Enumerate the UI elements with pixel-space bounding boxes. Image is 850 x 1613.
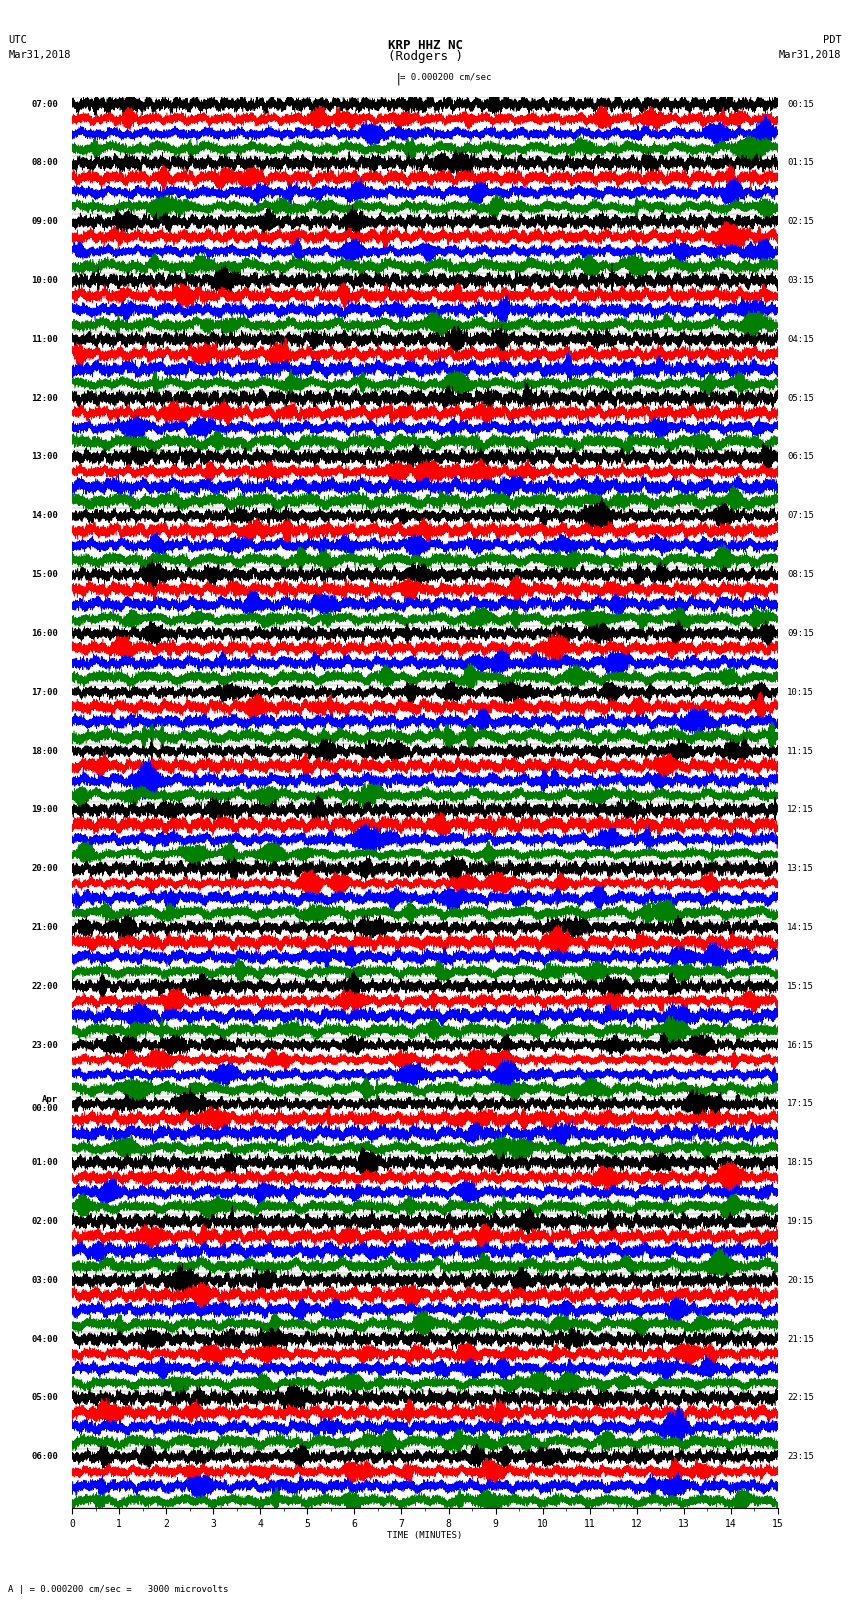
Text: 12:00: 12:00 bbox=[31, 394, 58, 403]
Text: 08:00: 08:00 bbox=[31, 158, 58, 168]
Text: 22:00: 22:00 bbox=[31, 982, 58, 990]
Text: = 0.000200 cm/sec: = 0.000200 cm/sec bbox=[400, 73, 490, 82]
Text: 23:00: 23:00 bbox=[31, 1040, 58, 1050]
Text: 16:00: 16:00 bbox=[31, 629, 58, 637]
Text: 00:00: 00:00 bbox=[31, 1103, 58, 1113]
Text: 07:00: 07:00 bbox=[31, 100, 58, 108]
Text: 07:15: 07:15 bbox=[787, 511, 814, 521]
Text: 09:00: 09:00 bbox=[31, 218, 58, 226]
Text: 05:00: 05:00 bbox=[31, 1394, 58, 1402]
Text: 06:00: 06:00 bbox=[31, 1452, 58, 1461]
Text: 08:15: 08:15 bbox=[787, 569, 814, 579]
Text: Mar31,2018: Mar31,2018 bbox=[8, 50, 71, 60]
Text: Mar31,2018: Mar31,2018 bbox=[779, 50, 842, 60]
Text: 13:15: 13:15 bbox=[787, 865, 814, 873]
Text: 12:15: 12:15 bbox=[787, 805, 814, 815]
Text: 11:00: 11:00 bbox=[31, 336, 58, 344]
Text: 21:00: 21:00 bbox=[31, 923, 58, 932]
Text: Apr: Apr bbox=[42, 1095, 58, 1103]
Text: 22:15: 22:15 bbox=[787, 1394, 814, 1402]
Text: (Rodgers ): (Rodgers ) bbox=[388, 50, 462, 63]
Text: 10:15: 10:15 bbox=[787, 687, 814, 697]
Text: 01:15: 01:15 bbox=[787, 158, 814, 168]
Text: 20:00: 20:00 bbox=[31, 865, 58, 873]
Text: 23:15: 23:15 bbox=[787, 1452, 814, 1461]
Text: 17:00: 17:00 bbox=[31, 687, 58, 697]
Text: UTC: UTC bbox=[8, 35, 27, 45]
Text: 02:00: 02:00 bbox=[31, 1216, 58, 1226]
Text: 19:15: 19:15 bbox=[787, 1216, 814, 1226]
Text: 20:15: 20:15 bbox=[787, 1276, 814, 1286]
Text: 18:15: 18:15 bbox=[787, 1158, 814, 1168]
Text: 15:15: 15:15 bbox=[787, 982, 814, 990]
Text: 03:00: 03:00 bbox=[31, 1276, 58, 1286]
Text: 10:00: 10:00 bbox=[31, 276, 58, 286]
Text: 14:15: 14:15 bbox=[787, 923, 814, 932]
Text: PDT: PDT bbox=[823, 35, 842, 45]
Text: 09:15: 09:15 bbox=[787, 629, 814, 637]
Text: A | = 0.000200 cm/sec =   3000 microvolts: A | = 0.000200 cm/sec = 3000 microvolts bbox=[8, 1584, 229, 1594]
Text: 04:00: 04:00 bbox=[31, 1334, 58, 1344]
Text: 03:15: 03:15 bbox=[787, 276, 814, 286]
Text: KRP HHZ NC: KRP HHZ NC bbox=[388, 39, 462, 52]
X-axis label: TIME (MINUTES): TIME (MINUTES) bbox=[388, 1531, 462, 1540]
Text: 01:00: 01:00 bbox=[31, 1158, 58, 1168]
Text: 02:15: 02:15 bbox=[787, 218, 814, 226]
Text: |: | bbox=[395, 73, 403, 85]
Text: 17:15: 17:15 bbox=[787, 1100, 814, 1108]
Text: 05:15: 05:15 bbox=[787, 394, 814, 403]
Text: 15:00: 15:00 bbox=[31, 569, 58, 579]
Text: 21:15: 21:15 bbox=[787, 1334, 814, 1344]
Text: 19:00: 19:00 bbox=[31, 805, 58, 815]
Text: 11:15: 11:15 bbox=[787, 747, 814, 755]
Text: 18:00: 18:00 bbox=[31, 747, 58, 755]
Text: 00:15: 00:15 bbox=[787, 100, 814, 108]
Text: 14:00: 14:00 bbox=[31, 511, 58, 521]
Text: 06:15: 06:15 bbox=[787, 453, 814, 461]
Text: 16:15: 16:15 bbox=[787, 1040, 814, 1050]
Text: 13:00: 13:00 bbox=[31, 453, 58, 461]
Text: 04:15: 04:15 bbox=[787, 336, 814, 344]
